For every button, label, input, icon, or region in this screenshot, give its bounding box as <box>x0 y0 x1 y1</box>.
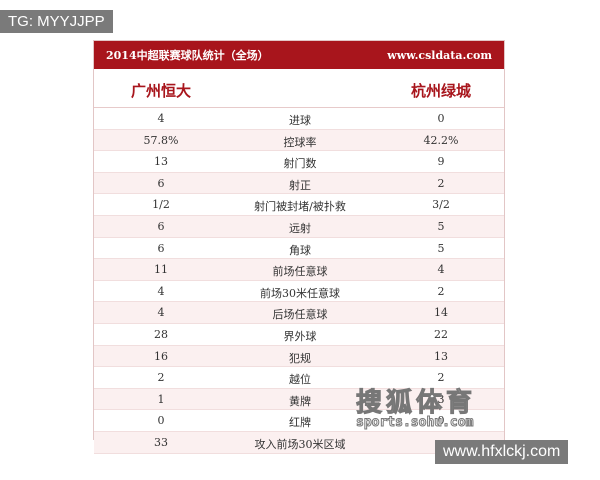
stat-label: 射门数 <box>283 157 317 171</box>
stats-panel: 2014中超联赛球队统计（全场） www.csldata.com 广州恒大 杭州… <box>93 40 505 454</box>
teams-row: 广州恒大 杭州绿城 <box>94 69 504 108</box>
away-value: 9 <box>437 155 445 169</box>
away-value: 4 <box>437 263 445 277</box>
stat-row: 13 射门数 9 <box>94 151 504 173</box>
stat-row: 16 犯规 13 <box>94 345 504 368</box>
stat-row: 1/2 射门被封堵/被扑救 3/2 <box>94 194 504 216</box>
home-value: 6 <box>157 219 165 233</box>
watermark-url: sports.sohu.com <box>355 415 474 431</box>
away-value: 5 <box>437 219 445 233</box>
home-value: 4 <box>157 306 165 320</box>
away-value: 3 <box>437 392 445 406</box>
home-value: 6 <box>157 241 165 255</box>
stat-label: 黄牌 <box>289 394 311 408</box>
away-value: 2 <box>437 284 445 298</box>
stat-row: 4 后场任意球 14 <box>94 302 504 324</box>
watermark-brand: 搜狐体育 <box>355 388 477 419</box>
home-value: 1/2 <box>152 198 170 212</box>
away-value: 42.2% <box>423 133 459 147</box>
home-team: 广州恒大 <box>130 82 191 100</box>
stat-row: 57.8% 控球率 42.2% <box>94 129 504 152</box>
away-value: 2 <box>437 176 445 190</box>
away-value: 3/2 <box>432 198 450 212</box>
stat-row: 2 越位 2 <box>94 367 504 389</box>
stat-label: 越位 <box>289 373 311 387</box>
home-value: 4 <box>157 112 165 125</box>
home-value: 28 <box>154 327 168 341</box>
home-value: 16 <box>154 349 168 363</box>
home-value: 4 <box>157 284 165 298</box>
stat-row: 4 进球 0 <box>94 108 504 130</box>
stat-label: 进球 <box>289 114 311 127</box>
away-value: 2 <box>437 371 445 385</box>
stat-row: 11 前场任意球 4 <box>94 259 504 281</box>
stat-row: 4 前场30米任意球 2 <box>94 281 504 303</box>
stat-label: 前场任意球 <box>272 265 328 279</box>
away-value: 14 <box>434 306 448 320</box>
stats-rows: 4 进球 0 57.8% 控球率 42.2% 13 射门数 9 6 射正 2 1/2 射门被封堵/被扑救 3… <box>94 108 504 454</box>
away-value: 0 <box>437 112 445 125</box>
away-value: 13 <box>434 349 448 363</box>
stat-label: 射正 <box>289 178 311 192</box>
away-value: 5 <box>437 241 445 255</box>
home-value: 2 <box>157 371 165 385</box>
stat-row: 28 界外球 22 <box>94 324 504 346</box>
stat-label: 犯规 <box>289 351 311 365</box>
stat-row: 6 远射 5 <box>94 215 504 238</box>
stat-label: 角球 <box>289 243 311 257</box>
stat-label: 前场30米任意球 <box>260 286 340 300</box>
away-value: 0 <box>437 414 445 428</box>
stat-label: 后场任意球 <box>272 308 328 322</box>
home-value: 1 <box>157 392 165 406</box>
home-value: 11 <box>154 263 168 277</box>
stat-label: 攻入前场30米区域 <box>254 437 346 451</box>
stat-row: 6 射正 2 <box>94 172 504 195</box>
stat-label: 远射 <box>289 221 311 235</box>
away-value: 22 <box>434 327 448 341</box>
stat-row: 0 红牌 0 <box>94 410 504 432</box>
panel-title: 2014中超联赛球队统计（全场） <box>106 49 269 62</box>
stat-row: 6 角球 5 <box>94 238 504 260</box>
home-value: 57.8% <box>143 133 179 147</box>
stat-row: 1 黄牌 3 <box>94 388 504 411</box>
home-value: 13 <box>154 155 168 169</box>
home-value: 33 <box>154 435 168 449</box>
site-badge: www.hfxlckj.com <box>435 440 569 464</box>
watermark: 搜狐体育 sports.sohu.com <box>355 382 477 431</box>
away-team: 杭州绿城 <box>410 82 471 100</box>
home-value: 0 <box>157 414 165 428</box>
panel-source: www.csldata.com <box>387 48 492 62</box>
badge: TG: MYYJJPP <box>0 10 113 33</box>
stat-label: 界外球 <box>283 329 317 343</box>
stat-label: 控球率 <box>283 135 317 149</box>
stat-label: 射门被封堵/被扑救 <box>254 200 346 214</box>
home-value: 6 <box>157 176 165 190</box>
stat-label: 红牌 <box>289 416 311 430</box>
stat-row: 33 攻入前场30米区域 <box>94 431 504 454</box>
panel-header: 2014中超联赛球队统计（全场） www.csldata.com <box>94 41 504 69</box>
